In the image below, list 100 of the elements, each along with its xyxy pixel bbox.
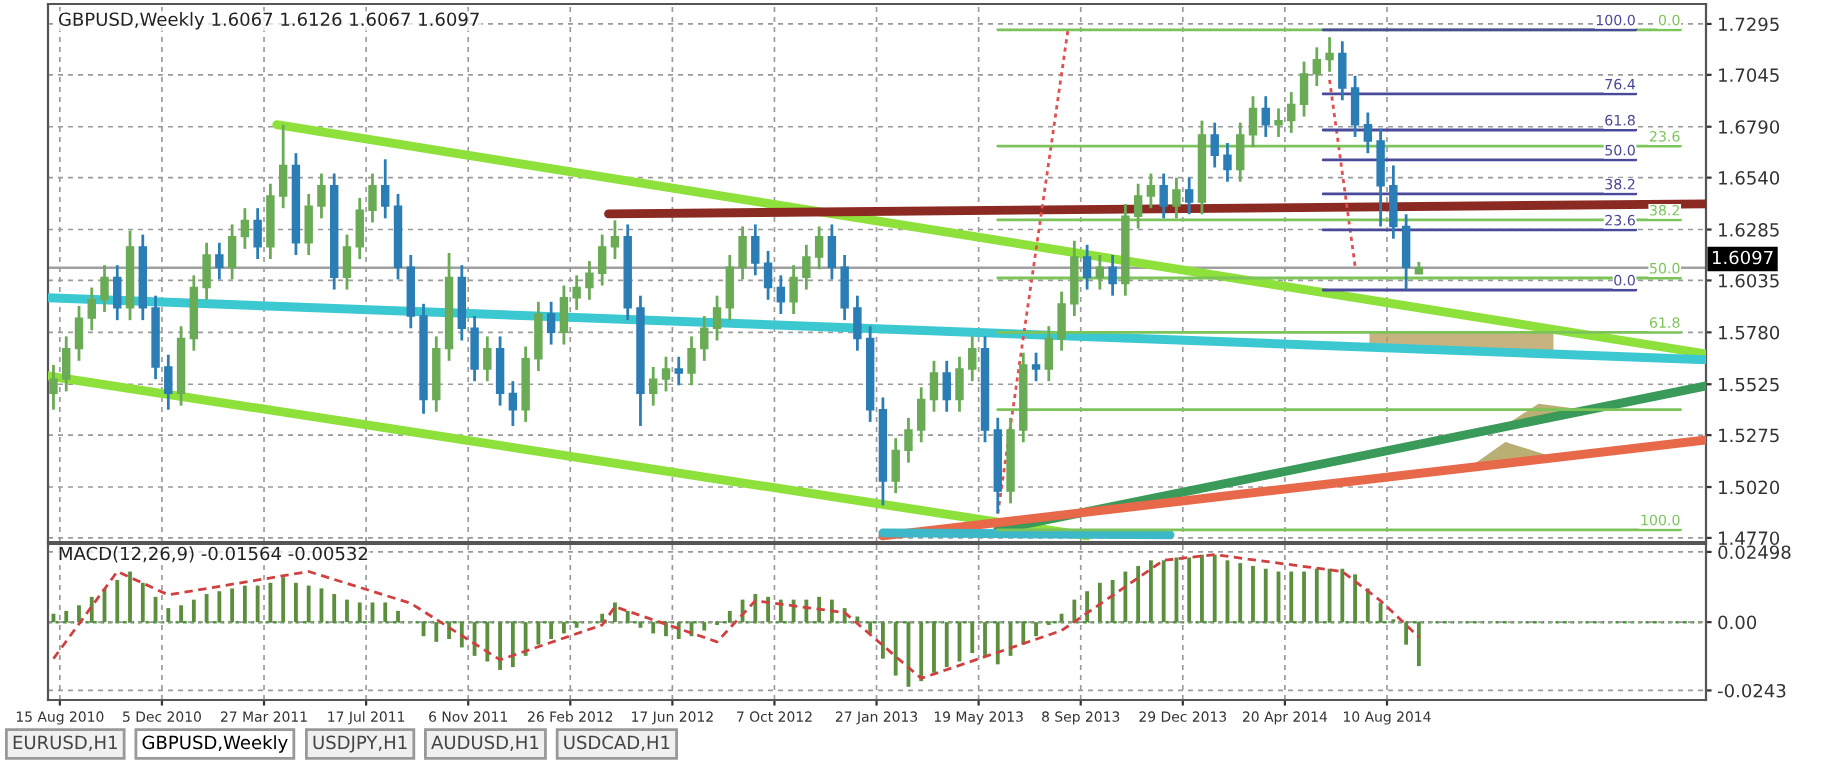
candlestick [1338,39,1347,102]
candlestick [1248,94,1258,149]
candlestick [100,263,109,314]
candlestick [483,335,492,383]
candlestick [215,241,224,281]
candlestick [891,436,900,495]
candlestick [1031,351,1041,383]
candlestick [1274,107,1283,139]
y-tick-label: 1.7045 [1719,68,1779,82]
candlestick [789,263,798,316]
y-tick-label: 1.7295 [1719,17,1779,32]
candlestick [342,233,352,291]
y-tick-label: 1.5020 [1719,480,1780,495]
candlestick [942,359,951,414]
candlestick [968,335,977,383]
candlestick [1261,94,1270,139]
text: USDJPY,H1 [313,735,407,753]
candlestick [317,172,326,220]
candlestick [751,223,760,277]
chart-title: MACD(12,26,9) -0.01564 -0.00532 [59,546,368,563]
y-tick-label: 1.5275 [1719,428,1779,443]
candlestick [381,157,390,220]
candlestick [368,172,377,224]
y-tick-label: 1.5780 [1719,325,1780,340]
candlestick [1082,243,1092,291]
candlestick [712,294,722,342]
candlestick [240,206,250,251]
chart-title: GBPUSD,Weekly 1.6067 1.6126 1.6067 1.6097 [58,12,479,30]
candlestick [1401,212,1411,291]
candlestick [559,284,569,346]
candlestick [1363,111,1373,155]
text: EURUSD,H1 [13,735,117,752]
candlestick [113,263,122,322]
candlestick [508,379,518,428]
candlestick [649,365,658,408]
y-tick-label: 1.6035 [1719,273,1779,288]
candlestick [687,335,696,387]
candlestick [164,353,173,412]
candlestick [470,314,479,383]
candlestick [1184,176,1194,216]
candlestick [1389,164,1398,241]
candlestick [585,259,594,302]
y-tick-label: 0.02498 [1718,545,1791,560]
candlestick [814,225,824,271]
candlestick [1133,182,1143,230]
candlestick [929,359,939,414]
candlestick [1223,141,1232,184]
candlestick [304,192,313,257]
candlestick [87,286,96,332]
candlestick [1376,127,1385,228]
candlestick [674,355,683,387]
candlestick [802,243,811,291]
candlestick [253,206,262,261]
candlestick [763,249,773,302]
candlestick [776,273,786,316]
candlestick [1236,121,1245,184]
text: GBPUSD,Weekly [142,735,288,753]
candlestick [495,335,505,408]
candlestick [1070,239,1079,318]
y-tick-label: 0.00 [1718,615,1757,630]
y-tick-label: 1.4770 [1719,531,1780,546]
ref-line-label: 1.6097 [1712,250,1773,265]
candlestick [546,300,556,346]
candlestick [62,335,71,393]
text: USDCAD,H1 [564,735,670,752]
candlestick [1044,324,1054,383]
candlestick [1095,253,1105,291]
candlestick [49,363,58,412]
candlestick [1210,121,1219,169]
y-tick-label: 1.6790 [1719,120,1780,134]
candlestick [853,294,862,353]
candlestick [1172,176,1181,220]
candlestick [840,253,849,322]
candlestick [572,273,581,312]
candlestick [1146,172,1156,210]
candlestick [1312,45,1321,88]
candlestick [278,123,288,210]
y-tick-label: 1.5525 [1719,377,1779,392]
candlestick [917,385,926,444]
candlestick [1287,90,1296,135]
candlestick [725,253,734,322]
text: AUDUSD,H1 [431,735,539,752]
candlestick [1350,74,1360,139]
candlestick [661,355,671,393]
y-tick-label: 1.6285 [1719,223,1779,237]
candlestick [955,355,964,414]
candlestick [1299,60,1309,118]
y-tick-label: 1.6540 [1719,171,1780,185]
candlestick [700,314,709,363]
candlestick [202,241,211,302]
candlestick [355,196,364,261]
candlestick [904,416,913,464]
candlestick [738,225,747,281]
candlestick [1325,35,1334,74]
candlestick [534,300,543,373]
candlestick [1057,290,1066,353]
candlestick [610,218,620,261]
y-tick-label: -0.0243 [1717,683,1786,698]
candlestick [1159,172,1168,220]
candlestick [597,233,607,287]
